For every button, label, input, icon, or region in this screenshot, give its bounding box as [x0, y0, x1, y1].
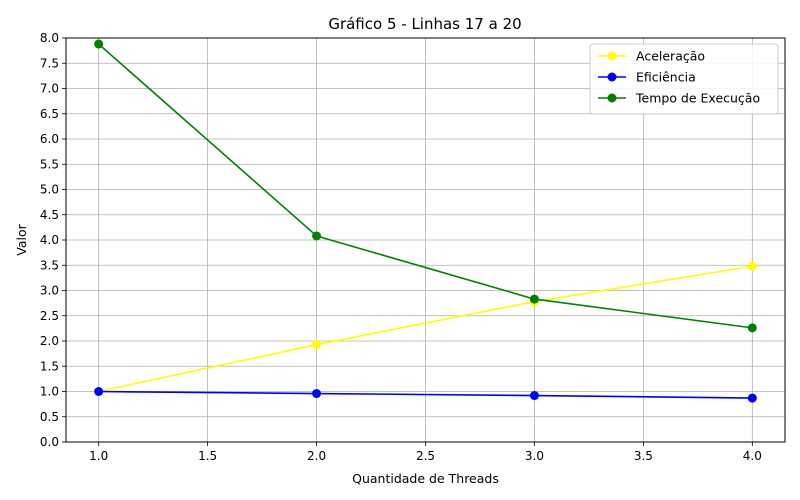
- x-axis-label: Quantidade de Threads: [352, 471, 499, 486]
- series-2: [94, 39, 757, 333]
- legend-item: Tempo de Execução: [598, 91, 760, 106]
- y-tick-label: 7.0: [40, 82, 59, 96]
- y-tick-label: 1.5: [40, 359, 59, 373]
- y-tick-label: 1.0: [40, 385, 59, 399]
- y-tick-label: 3.0: [40, 284, 59, 298]
- y-tick-label: 8.0: [40, 31, 59, 45]
- data-point: [747, 261, 757, 271]
- legend: Aceleração Eficiência Tempo de Execução: [589, 43, 779, 115]
- legend-marker: [607, 72, 617, 82]
- legend-box: [589, 43, 779, 115]
- x-tick-label: 3.5: [634, 449, 653, 463]
- x-tick-label: 1.5: [198, 449, 217, 463]
- x-tick-label: 2.5: [416, 449, 435, 463]
- x-tick-label: 4.0: [743, 449, 762, 463]
- series-line: [98, 265, 753, 393]
- y-axis-label: Valor: [14, 223, 29, 255]
- y-tick-label: 2.0: [40, 334, 59, 348]
- data-point: [529, 391, 539, 401]
- y-tick-label: 0.5: [40, 410, 59, 424]
- series-layer: [94, 39, 757, 403]
- data-point: [312, 389, 322, 399]
- legend-label: Tempo de Execução: [635, 91, 760, 106]
- y-tick-label: 6.0: [40, 132, 59, 146]
- data-point: [747, 323, 757, 333]
- data-point: [529, 294, 539, 304]
- x-tick-label: 3.0: [525, 449, 544, 463]
- x-tick-label: 2.0: [307, 449, 326, 463]
- series-line: [98, 43, 753, 329]
- y-tick-label: 4.5: [40, 208, 59, 222]
- chart-title: Gráfico 5 - Linhas 17 a 20: [328, 15, 521, 33]
- data-point: [312, 231, 322, 241]
- y-tick-label: 5.0: [40, 183, 59, 197]
- legend-item: Aceleração: [598, 49, 705, 64]
- data-point: [312, 340, 322, 350]
- legend-label: Eficiência: [636, 70, 696, 85]
- y-tick-label: 5.5: [40, 157, 59, 171]
- series-line: [98, 390, 753, 399]
- y-tick-label: 2.5: [40, 309, 59, 323]
- y-axis: 0.0 0.5 1.0 1.5 2.0 2.5 3.0 3.5 4.0 4.5 5.0 5.5 6.0 6…: [40, 31, 66, 449]
- x-axis: 1.0 1.5 2.0 2.5 3.0 3.5 4.0: [89, 442, 762, 463]
- series-1: [94, 387, 757, 403]
- y-tick-label: 4.0: [40, 233, 59, 247]
- legend-marker: [607, 93, 617, 103]
- data-point: [94, 39, 104, 49]
- data-point: [94, 387, 104, 396]
- y-tick-label: 6.5: [40, 107, 59, 121]
- legend-item: Eficiência: [598, 70, 696, 85]
- legend-label: Aceleração: [636, 49, 705, 64]
- legend-marker: [607, 51, 617, 61]
- y-tick-label: 7.5: [40, 56, 59, 70]
- y-tick-label: 3.5: [40, 258, 59, 272]
- data-point: [747, 393, 757, 403]
- x-tick-label: 1.0: [89, 449, 108, 463]
- y-tick-label: 0.0: [40, 435, 59, 449]
